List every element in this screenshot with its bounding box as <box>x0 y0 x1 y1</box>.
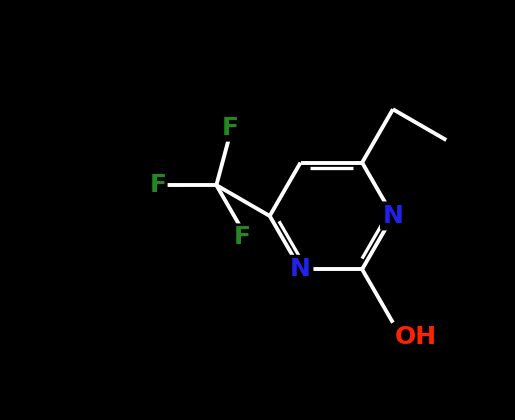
Text: N: N <box>383 204 403 228</box>
Text: F: F <box>234 225 251 249</box>
Text: OH: OH <box>394 325 437 349</box>
Text: F: F <box>149 173 166 197</box>
Text: N: N <box>290 257 311 281</box>
Text: F: F <box>221 116 238 140</box>
